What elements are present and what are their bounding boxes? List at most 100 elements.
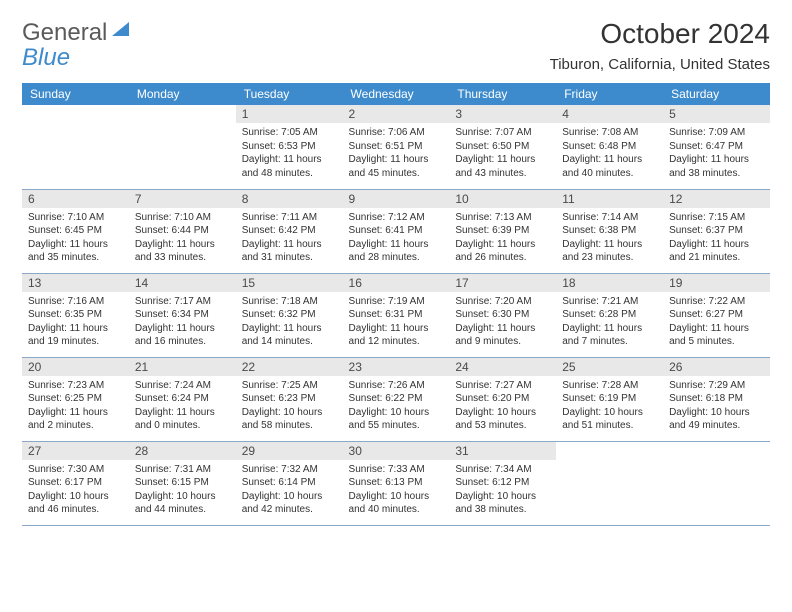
location: Tiburon, California, United States [550,56,770,73]
day-number: 10 [449,190,556,208]
day-cell: 6Sunrise: 7:10 AMSunset: 6:45 PMDaylight… [22,189,129,273]
day-number: 30 [343,442,450,460]
sunrise-line: Sunrise: 7:10 AM [28,211,123,225]
daylight-line-1: Daylight: 11 hours [242,322,337,336]
sunrise-line: Sunrise: 7:32 AM [242,463,337,477]
daylight-line-1: Daylight: 10 hours [349,490,444,504]
day-number: 4 [556,105,663,123]
daylight-line-1: Daylight: 11 hours [562,238,657,252]
sunrise-line: Sunrise: 7:10 AM [135,211,230,225]
sunset-line: Sunset: 6:14 PM [242,476,337,490]
daylight-line-2: and 7 minutes. [562,335,657,349]
sunrise-line: Sunrise: 7:20 AM [455,295,550,309]
sunrise-line: Sunrise: 7:06 AM [349,126,444,140]
day-cell: 13Sunrise: 7:16 AMSunset: 6:35 PMDayligh… [22,273,129,357]
day-number: 31 [449,442,556,460]
day-cell: 5Sunrise: 7:09 AMSunset: 6:47 PMDaylight… [663,105,770,189]
daylight-line-2: and 28 minutes. [349,251,444,265]
sunset-line: Sunset: 6:48 PM [562,140,657,154]
daylight-line-1: Daylight: 11 hours [135,322,230,336]
sunrise-line: Sunrise: 7:05 AM [242,126,337,140]
daylight-line-1: Daylight: 10 hours [349,406,444,420]
day-number: 12 [663,190,770,208]
day-number: 15 [236,274,343,292]
day-cell: 18Sunrise: 7:21 AMSunset: 6:28 PMDayligh… [556,273,663,357]
day-cell: 20Sunrise: 7:23 AMSunset: 6:25 PMDayligh… [22,357,129,441]
daylight-line-1: Daylight: 11 hours [135,406,230,420]
header: General October 2024 Tiburon, California… [22,18,770,73]
day-cell: 17 Sunrise: 7:20 AMSunset: 6:30 PMDayligh… [449,273,556,357]
day-number: 17 [449,274,556,292]
daylight-line-1: Daylight: 11 hours [349,153,444,167]
day-cell: 19Sunrise: 7:22 AMSunset: 6:27 PMDayligh… [663,273,770,357]
sunrise-line: Sunrise: 7:21 AM [562,295,657,309]
daylight-line-1: Daylight: 11 hours [562,322,657,336]
day-cell: 9Sunrise: 7:12 AMSunset: 6:41 PMDaylight… [343,189,450,273]
sunrise-line: Sunrise: 7:23 AM [28,379,123,393]
day-number: 1 [236,105,343,123]
sunset-line: Sunset: 6:30 PM [455,308,550,322]
daylight-line-1: Daylight: 11 hours [28,406,123,420]
day-number: 8 [236,190,343,208]
day-number: 27 [22,442,129,460]
sunset-line: Sunset: 6:37 PM [669,224,764,238]
day-number: 11 [556,190,663,208]
daylight-line-1: Daylight: 10 hours [28,490,123,504]
day-number: 22 [236,358,343,376]
sunrise-line: Sunrise: 7:19 AM [349,295,444,309]
month-title: October 2024 [550,18,770,50]
daylight-line-1: Daylight: 11 hours [242,153,337,167]
sunset-line: Sunset: 6:35 PM [28,308,123,322]
day-cell: 16Sunrise: 7:19 AMSunset: 6:31 PMDayligh… [343,273,450,357]
week-row: 13Sunrise: 7:16 AMSunset: 6:35 PMDayligh… [22,273,770,357]
sunset-line: Sunset: 6:19 PM [562,392,657,406]
day-number: 19 [663,274,770,292]
daylight-line-2: and 21 minutes. [669,251,764,265]
sunset-line: Sunset: 6:27 PM [669,308,764,322]
logo-line2: Blue [22,44,70,72]
daylight-line-2: and 9 minutes. [455,335,550,349]
dayname-0: Sunday [22,83,129,105]
day-cell: 1Sunrise: 7:05 AMSunset: 6:53 PMDaylight… [236,105,343,189]
sunset-line: Sunset: 6:17 PM [28,476,123,490]
daylight-line-1: Daylight: 11 hours [242,238,337,252]
daylight-line-1: Daylight: 11 hours [562,153,657,167]
daylight-line-1: Daylight: 10 hours [135,490,230,504]
sunset-line: Sunset: 6:47 PM [669,140,764,154]
daylight-line-1: Daylight: 11 hours [455,322,550,336]
sunset-line: Sunset: 6:15 PM [135,476,230,490]
daylight-line-2: and 40 minutes. [562,167,657,181]
day-number: 16 [343,274,450,292]
day-number: 25 [556,358,663,376]
sunset-line: Sunset: 6:34 PM [135,308,230,322]
daylight-line-2: and 48 minutes. [242,167,337,181]
day-cell: 12Sunrise: 7:15 AMSunset: 6:37 PMDayligh… [663,189,770,273]
sunset-line: Sunset: 6:51 PM [349,140,444,154]
sunrise-line: Sunrise: 7:14 AM [562,211,657,225]
sunrise-line: Sunrise: 7:24 AM [135,379,230,393]
day-cell: 29Sunrise: 7:32 AMSunset: 6:14 PMDayligh… [236,441,343,525]
daylight-line-1: Daylight: 10 hours [669,406,764,420]
daylight-line-2: and 23 minutes. [562,251,657,265]
dayname-6: Saturday [663,83,770,105]
dayname-1: Monday [129,83,236,105]
day-number: 5 [663,105,770,123]
daylight-line-2: and 53 minutes. [455,419,550,433]
calendar-header-row: SundayMondayTuesdayWednesdayThursdayFrid… [22,83,770,105]
day-cell: 15Sunrise: 7:18 AMSunset: 6:32 PMDayligh… [236,273,343,357]
day-number: 28 [129,442,236,460]
day-number: 18 [556,274,663,292]
daylight-line-2: and 45 minutes. [349,167,444,181]
daylight-line-2: and 26 minutes. [455,251,550,265]
daylight-line-1: Daylight: 11 hours [455,153,550,167]
day-number: 7 [129,190,236,208]
sunset-line: Sunset: 6:12 PM [455,476,550,490]
daylight-line-2: and 43 minutes. [455,167,550,181]
daylight-line-1: Daylight: 10 hours [562,406,657,420]
daylight-line-2: and 46 minutes. [28,503,123,517]
day-number: 29 [236,442,343,460]
week-row: 1Sunrise: 7:05 AMSunset: 6:53 PMDaylight… [22,105,770,189]
daylight-line-2: and 51 minutes. [562,419,657,433]
daylight-line-2: and 19 minutes. [28,335,123,349]
sunset-line: Sunset: 6:32 PM [242,308,337,322]
